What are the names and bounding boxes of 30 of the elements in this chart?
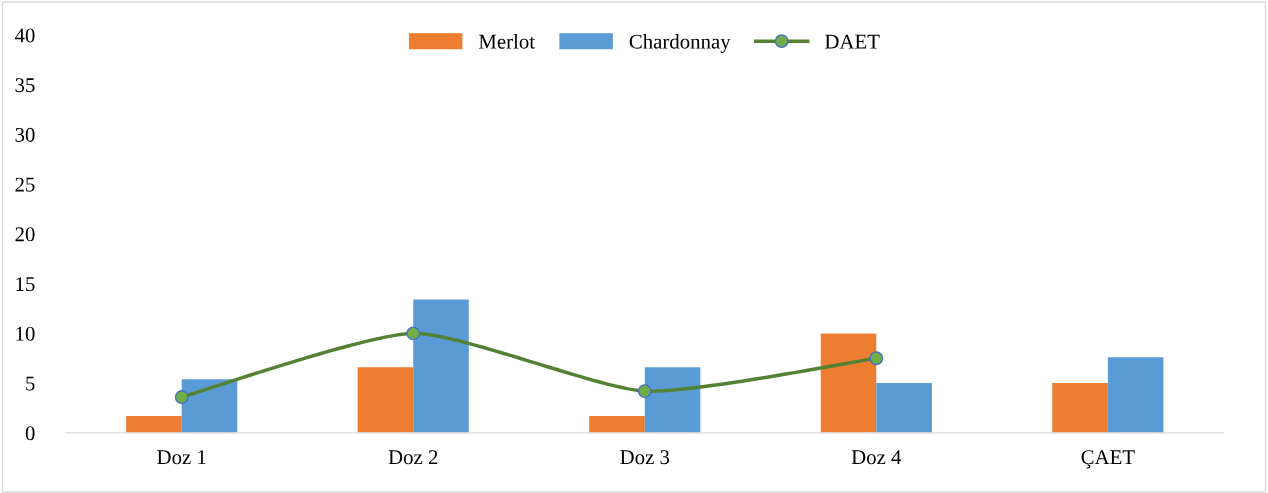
legend-label: Merlot [478, 33, 535, 49]
x-tick-label: Doz 1 [157, 450, 206, 465]
legend-label: DAET [825, 34, 880, 49]
y-tick-label: 25 [15, 177, 35, 192]
bar [644, 367, 701, 433]
bar [1052, 383, 1108, 433]
y-tick-label: 15 [16, 277, 35, 292]
x-tick-label: ÇAET [1081, 450, 1135, 469]
y-tick-label: 30 [15, 127, 35, 142]
bar [126, 415, 182, 433]
point [406, 326, 421, 341]
y-tick-label: 35 [15, 78, 35, 93]
bar [413, 299, 469, 433]
bar [1107, 357, 1164, 433]
bar [820, 333, 877, 433]
x-tick-label: Doz 2 [388, 450, 438, 465]
point [869, 351, 884, 366]
x-tick-label: Doz 4 [851, 450, 902, 465]
bar [876, 383, 932, 433]
bar [589, 415, 645, 433]
y-tick-label: 20 [15, 227, 35, 242]
point [174, 390, 189, 404]
legend-label: Chardonnay [629, 33, 731, 53]
point [637, 384, 652, 399]
y-tick-label: 40 [14, 28, 35, 43]
x-tick-label: Doz 3 [620, 450, 670, 465]
y-tick-label: 0 [25, 426, 35, 441]
y-tick-label: 5 [26, 376, 35, 391]
bar [357, 367, 414, 433]
y-tick-label: 10 [16, 326, 35, 341]
